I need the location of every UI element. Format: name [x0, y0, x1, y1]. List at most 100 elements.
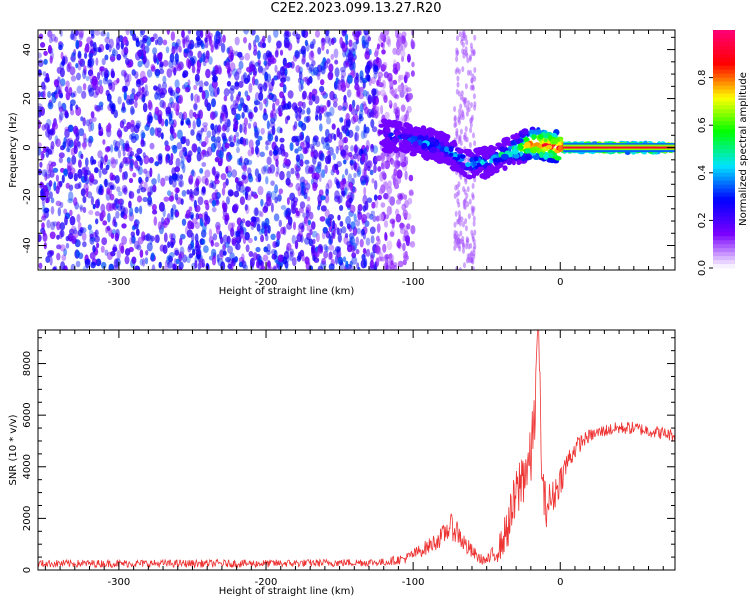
- signal-cell: [439, 136, 446, 143]
- noise-cell: [258, 229, 264, 236]
- top-xtick-label: 0: [557, 277, 563, 288]
- noise-cell: [160, 132, 164, 140]
- noise-cell: [402, 209, 408, 218]
- noise-cell: [295, 154, 300, 163]
- noise-cell: [229, 141, 235, 148]
- noise-cell: [104, 36, 111, 44]
- noise-cell: [78, 30, 84, 38]
- noise-cell: [67, 165, 72, 176]
- noise-cell: [68, 191, 74, 202]
- signal-cell: [431, 152, 437, 157]
- noise-cell: [453, 221, 457, 228]
- signal-cell: [572, 146, 575, 149]
- noise-cell: [326, 99, 331, 108]
- noise-cell: [375, 106, 380, 112]
- noise-cell: [235, 243, 241, 251]
- signal-cell: [566, 144, 570, 147]
- noise-cell: [243, 117, 248, 127]
- noise-cell: [466, 186, 470, 193]
- noise-cell: [219, 249, 225, 258]
- noise-cell: [310, 50, 314, 58]
- noise-cell: [187, 30, 192, 35]
- noise-cell: [42, 71, 47, 77]
- noise-cell: [175, 42, 179, 49]
- noise-cell: [59, 222, 66, 231]
- noise-cell: [182, 136, 187, 144]
- noise-cell: [358, 91, 365, 100]
- signal-cell: [565, 146, 568, 149]
- noise-cell: [191, 218, 198, 225]
- noise-cell: [270, 233, 276, 240]
- noise-cell: [410, 38, 414, 49]
- noise-cell: [151, 65, 156, 72]
- noise-cell: [329, 106, 335, 117]
- noise-cell: [214, 40, 219, 49]
- noise-cell: [181, 218, 187, 226]
- noise-cell: [458, 267, 462, 270]
- noise-cell: [347, 173, 353, 183]
- noise-cell: [111, 184, 116, 191]
- noise-cell: [258, 92, 264, 101]
- noise-cell: [360, 229, 364, 237]
- noise-cell: [116, 186, 121, 192]
- noise-cell: [241, 174, 247, 180]
- noise-cell: [354, 76, 359, 86]
- signal-cell: [573, 150, 577, 153]
- signal-cell: [651, 144, 654, 147]
- signal-cell: [492, 167, 498, 173]
- noise-cell: [135, 40, 140, 48]
- noise-cell: [354, 162, 360, 173]
- signal-cell: [600, 150, 603, 153]
- signal-cell: [633, 146, 637, 149]
- noise-cell: [397, 36, 403, 46]
- noise-cell: [124, 248, 131, 256]
- signal-cell: [616, 144, 619, 147]
- noise-cell: [222, 202, 226, 210]
- signal-cell: [662, 144, 665, 147]
- noise-cell: [277, 254, 284, 263]
- noise-cell: [147, 191, 152, 197]
- noise-cell: [213, 87, 219, 98]
- noise-cell: [215, 224, 221, 235]
- noise-cell: [457, 116, 461, 123]
- noise-cell: [186, 229, 193, 238]
- noise-cell: [401, 31, 407, 38]
- signal-cell: [640, 150, 644, 153]
- signal-cell: [511, 148, 519, 155]
- noise-cell: [130, 108, 136, 115]
- noise-cell: [353, 159, 357, 170]
- noise-cell: [161, 217, 165, 225]
- noise-cell: [343, 159, 347, 165]
- noise-cell: [203, 81, 209, 87]
- noise-cell: [157, 221, 162, 231]
- noise-cell: [231, 222, 236, 228]
- noise-cell: [205, 262, 209, 269]
- noise-cell: [178, 94, 184, 105]
- top-ytick-label: -40: [22, 237, 33, 253]
- signal-cell: [563, 144, 566, 147]
- noise-cell: [120, 161, 124, 169]
- noise-cell: [282, 57, 287, 67]
- noise-cell: [139, 205, 143, 215]
- noise-cell: [65, 242, 70, 249]
- noise-cell: [56, 252, 61, 261]
- noise-cell: [392, 67, 398, 74]
- noise-cell: [216, 136, 221, 143]
- signal-cell: [670, 143, 674, 146]
- noise-cell: [239, 123, 243, 134]
- noise-cell: [225, 165, 232, 173]
- noise-cell: [392, 79, 398, 85]
- noise-cell: [238, 60, 244, 70]
- noise-cell: [305, 62, 310, 68]
- noise-cell: [245, 138, 249, 146]
- noise-cell: [300, 134, 304, 141]
- noise-cell: [79, 206, 83, 213]
- noise-cell: [258, 210, 262, 217]
- noise-cell: [67, 124, 74, 133]
- noise-cell: [282, 84, 287, 94]
- top-xtick-label: -100: [402, 277, 425, 288]
- noise-cell: [104, 154, 108, 163]
- noise-cell: [260, 211, 264, 218]
- noise-cell: [65, 235, 70, 242]
- noise-cell: [147, 199, 153, 207]
